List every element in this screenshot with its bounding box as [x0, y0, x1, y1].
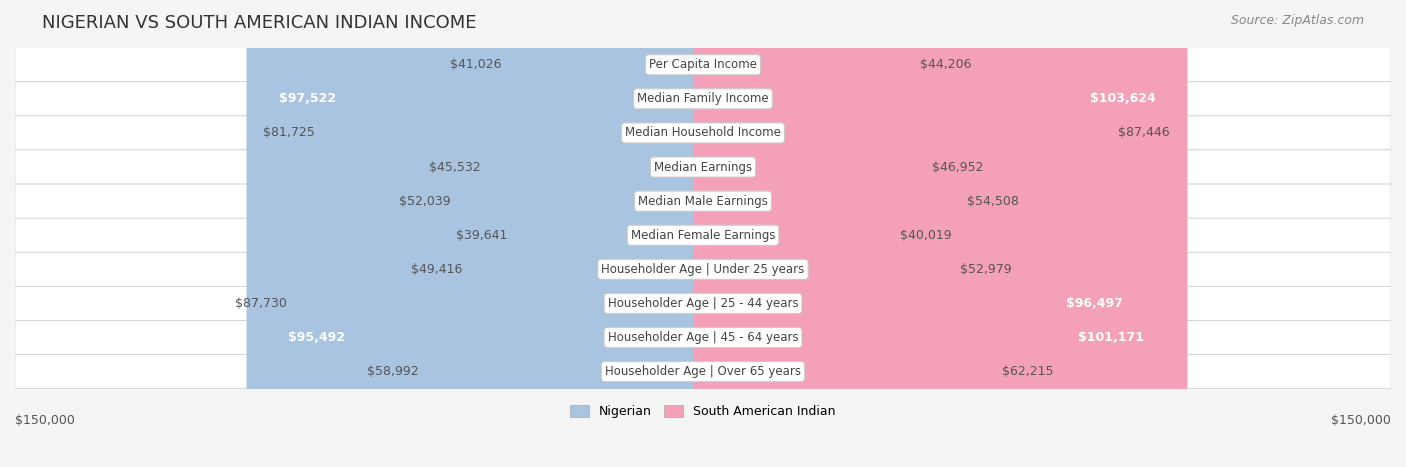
- FancyBboxPatch shape: [693, 0, 928, 467]
- Text: Median Female Earnings: Median Female Earnings: [631, 229, 775, 242]
- Text: $45,532: $45,532: [429, 161, 481, 174]
- FancyBboxPatch shape: [467, 0, 713, 467]
- Text: Per Capita Income: Per Capita Income: [650, 58, 756, 71]
- FancyBboxPatch shape: [319, 0, 713, 467]
- Text: Median Male Earnings: Median Male Earnings: [638, 195, 768, 208]
- FancyBboxPatch shape: [15, 218, 1391, 252]
- Text: $58,992: $58,992: [367, 365, 419, 378]
- Text: $101,171: $101,171: [1078, 331, 1144, 344]
- Text: Householder Age | Under 25 years: Householder Age | Under 25 years: [602, 263, 804, 276]
- Text: Median Earnings: Median Earnings: [654, 161, 752, 174]
- FancyBboxPatch shape: [15, 184, 1391, 218]
- FancyBboxPatch shape: [246, 0, 713, 467]
- Text: $46,952: $46,952: [932, 161, 984, 174]
- Text: $49,416: $49,416: [411, 263, 463, 276]
- FancyBboxPatch shape: [693, 0, 962, 467]
- Text: $40,019: $40,019: [900, 229, 952, 242]
- FancyBboxPatch shape: [15, 48, 1391, 82]
- Text: $52,979: $52,979: [960, 263, 1011, 276]
- FancyBboxPatch shape: [693, 0, 1177, 467]
- FancyBboxPatch shape: [15, 320, 1391, 354]
- FancyBboxPatch shape: [291, 0, 713, 467]
- Text: $103,624: $103,624: [1090, 92, 1156, 106]
- FancyBboxPatch shape: [15, 116, 1391, 150]
- FancyBboxPatch shape: [15, 354, 1391, 389]
- Text: $41,026: $41,026: [450, 58, 501, 71]
- Text: Median Family Income: Median Family Income: [637, 92, 769, 106]
- Text: $96,497: $96,497: [1066, 297, 1122, 310]
- FancyBboxPatch shape: [512, 0, 713, 467]
- FancyBboxPatch shape: [485, 0, 713, 467]
- FancyBboxPatch shape: [693, 0, 955, 467]
- Text: $150,000: $150,000: [15, 414, 75, 427]
- FancyBboxPatch shape: [693, 0, 1154, 467]
- Text: $62,215: $62,215: [1002, 365, 1053, 378]
- FancyBboxPatch shape: [256, 0, 713, 467]
- Text: Householder Age | Over 65 years: Householder Age | Over 65 years: [605, 365, 801, 378]
- Text: Source: ZipAtlas.com: Source: ZipAtlas.com: [1230, 14, 1364, 27]
- Text: $44,206: $44,206: [920, 58, 972, 71]
- FancyBboxPatch shape: [693, 0, 1114, 467]
- FancyBboxPatch shape: [456, 0, 713, 467]
- Text: $150,000: $150,000: [1331, 414, 1391, 427]
- Legend: Nigerian, South American Indian: Nigerian, South American Indian: [565, 400, 841, 424]
- Text: $81,725: $81,725: [263, 127, 315, 140]
- FancyBboxPatch shape: [423, 0, 713, 467]
- Text: $95,492: $95,492: [288, 331, 344, 344]
- Text: $54,508: $54,508: [967, 195, 1018, 208]
- FancyBboxPatch shape: [15, 286, 1391, 320]
- Text: $39,641: $39,641: [456, 229, 508, 242]
- Text: Householder Age | 45 - 64 years: Householder Age | 45 - 64 years: [607, 331, 799, 344]
- FancyBboxPatch shape: [15, 252, 1391, 286]
- Text: NIGERIAN VS SOUTH AMERICAN INDIAN INCOME: NIGERIAN VS SOUTH AMERICAN INDIAN INCOME: [42, 14, 477, 32]
- Text: $97,522: $97,522: [278, 92, 336, 106]
- FancyBboxPatch shape: [506, 0, 713, 467]
- FancyBboxPatch shape: [15, 150, 1391, 184]
- FancyBboxPatch shape: [693, 0, 915, 467]
- Text: $87,446: $87,446: [1118, 127, 1170, 140]
- Text: $87,730: $87,730: [235, 297, 287, 310]
- FancyBboxPatch shape: [693, 0, 1188, 467]
- Text: Householder Age | 25 - 44 years: Householder Age | 25 - 44 years: [607, 297, 799, 310]
- Text: Median Household Income: Median Household Income: [626, 127, 780, 140]
- FancyBboxPatch shape: [693, 0, 896, 467]
- FancyBboxPatch shape: [693, 0, 997, 467]
- FancyBboxPatch shape: [15, 82, 1391, 116]
- Text: $52,039: $52,039: [399, 195, 450, 208]
